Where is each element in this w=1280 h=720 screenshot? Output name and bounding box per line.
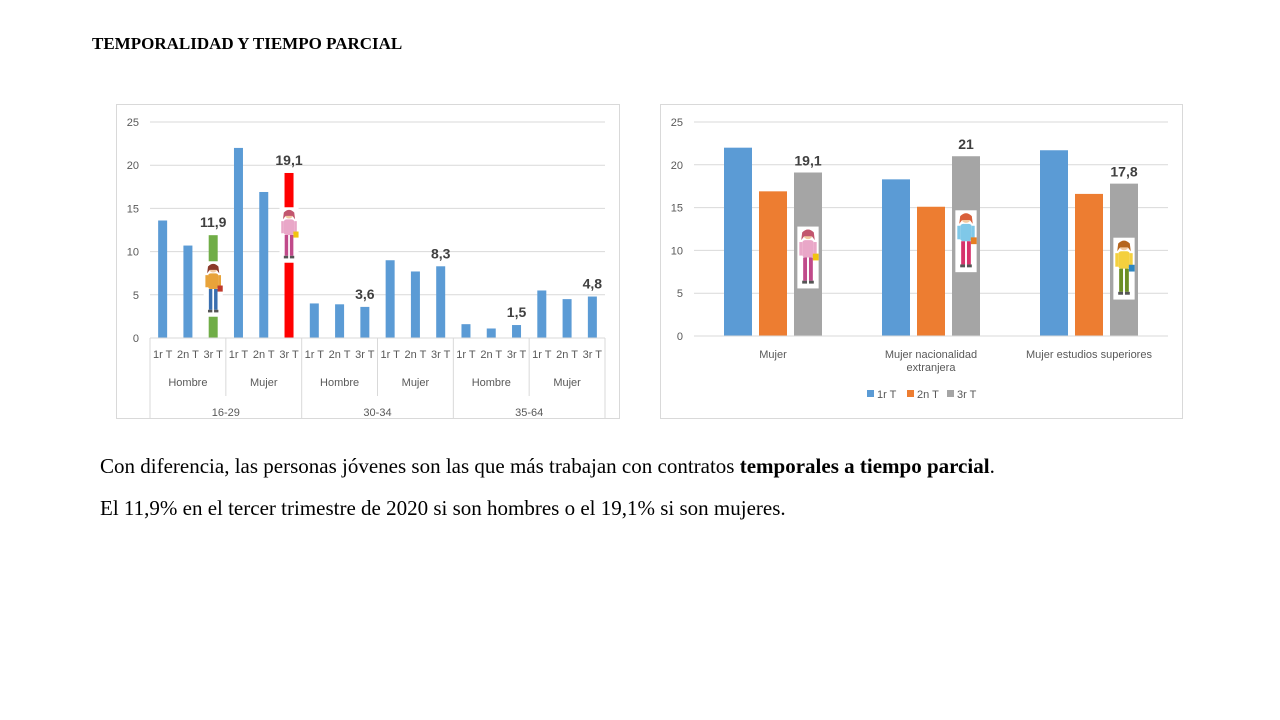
x-tick-label: 2n T — [480, 349, 502, 361]
data-label: 3,6 — [355, 286, 375, 302]
x-tick-label: 3r T — [204, 349, 224, 361]
x-tick-label: 1r T — [532, 349, 552, 361]
x-category-label: extranjera — [907, 362, 957, 374]
young-woman-figure-icon — [279, 207, 299, 263]
y-tick-label: 5 — [677, 288, 683, 300]
chart2-svg: 0 5 10 15 20 25 19,1 Mujer 21 Mujer nacionalidade… — [671, 117, 1168, 401]
x-category-label: Mujer — [759, 349, 787, 361]
sex-group-label: Hombre — [320, 377, 359, 389]
legend-label: 1r T — [877, 389, 897, 401]
bar — [512, 325, 522, 338]
x-tick-label: 1r T — [305, 349, 325, 361]
bar — [410, 271, 420, 338]
young-man-figure-icon — [203, 261, 223, 317]
x-tick-label: 2n T — [556, 349, 578, 361]
legend-label: 2n T — [917, 389, 939, 401]
x-tick-label: 2n T — [253, 349, 275, 361]
graduate-woman-figure-icon — [1113, 237, 1135, 300]
chart-women-profiles: 0 5 10 15 20 25 19,1 Mujer 21 Mujer nacionalidad e… — [660, 104, 1183, 419]
x-tick-label: 2n T — [177, 349, 199, 361]
x-tick-label: 1r T — [456, 349, 476, 361]
y-tick-label: 25 — [671, 117, 683, 129]
legend-swatch — [867, 390, 874, 397]
x-tick-label: 1r T — [229, 349, 249, 361]
bar — [917, 206, 945, 336]
bar — [1075, 193, 1103, 336]
data-label: 1,5 — [507, 304, 527, 320]
x-tick-label: 3r T — [431, 349, 451, 361]
data-label: 19,1 — [275, 152, 302, 168]
y-tick-label: 20 — [671, 160, 683, 172]
y-tick-label: 15 — [127, 203, 139, 215]
y-tick-label: 10 — [127, 247, 139, 259]
paragraph-1: Con diferencia, las personas jóvenes son… — [100, 454, 995, 479]
bar — [724, 147, 752, 336]
bar — [486, 328, 496, 338]
sex-group-label: Hombre — [472, 377, 511, 389]
bar — [436, 266, 446, 338]
y-tick-label: 20 — [127, 160, 139, 172]
data-label: 17,8 — [1110, 164, 1137, 180]
bar — [183, 245, 193, 338]
x-tick-label: 3r T — [279, 349, 299, 361]
bar — [562, 299, 572, 338]
bar — [587, 296, 597, 338]
sex-group-label: Mujer — [553, 377, 581, 389]
data-label: 4,8 — [583, 276, 603, 292]
paragraph-1-prefix: Con diferencia, las personas jóvenes son… — [100, 454, 740, 478]
chart1-svg: 0 5 10 15 20 25 1r T 2n T 3r T 1r T 2n T 3r T 1r T 2n… — [127, 117, 606, 418]
x-tick-label: 3r T — [507, 349, 527, 361]
data-label: 19,1 — [794, 153, 821, 169]
x-tick-label: 3r T — [355, 349, 375, 361]
bar — [461, 324, 471, 338]
x-tick-label: 1r T — [380, 349, 400, 361]
age-group-label: 35-64 — [515, 407, 543, 418]
data-label: 21 — [958, 136, 974, 152]
y-tick-label: 10 — [671, 245, 683, 257]
paragraph-1-bold: temporales a tiempo parcial — [739, 454, 990, 478]
data-label: 11,9 — [200, 214, 227, 230]
sex-group-label: Mujer — [250, 377, 278, 389]
bar — [259, 191, 269, 338]
sex-group-label: Mujer — [402, 377, 430, 389]
chart-by-age-sex: 0 5 10 15 20 25 1r T 2n T 3r T 1r T 2n T 3r T 1r T 2n… — [116, 104, 620, 419]
x-category-label: Mujer estudios superiores — [1026, 349, 1152, 361]
legend-label: 3r T — [957, 389, 977, 401]
paragraph-2: El 11,9% en el tercer trimestre de 2020 … — [100, 496, 786, 520]
y-tick-label: 25 — [127, 117, 139, 129]
y-tick-label: 5 — [133, 290, 139, 302]
bar — [1040, 150, 1068, 336]
y-tick-label: 0 — [133, 333, 139, 345]
bar — [233, 147, 243, 338]
legend-swatch — [907, 390, 914, 397]
age-group-label: 30-34 — [363, 407, 391, 418]
data-label: 8,3 — [431, 245, 451, 261]
bar — [385, 260, 395, 338]
y-tick-label: 15 — [671, 203, 683, 215]
x-tick-label: 1r T — [153, 349, 173, 361]
bar — [759, 191, 787, 336]
bar — [335, 304, 345, 338]
bar — [360, 306, 370, 338]
foreign-woman-figure-icon — [955, 210, 977, 273]
bar — [309, 303, 319, 338]
bar — [158, 220, 168, 338]
woman-figure-icon — [797, 226, 819, 289]
x-category-label: Mujer nacionalidad — [885, 349, 977, 361]
bar — [882, 179, 910, 336]
age-group-label: 16-29 — [212, 407, 240, 418]
x-tick-label: 3r T — [583, 349, 603, 361]
legend-swatch — [947, 390, 954, 397]
bar — [537, 290, 547, 338]
paragraph-1-suffix: . — [989, 454, 995, 478]
y-tick-label: 0 — [677, 331, 683, 343]
x-tick-label: 2n T — [405, 349, 427, 361]
sex-group-label: Hombre — [168, 377, 207, 389]
x-tick-label: 2n T — [329, 349, 351, 361]
slide-title: TEMPORALIDAD Y TIEMPO PARCIAL — [92, 34, 403, 53]
